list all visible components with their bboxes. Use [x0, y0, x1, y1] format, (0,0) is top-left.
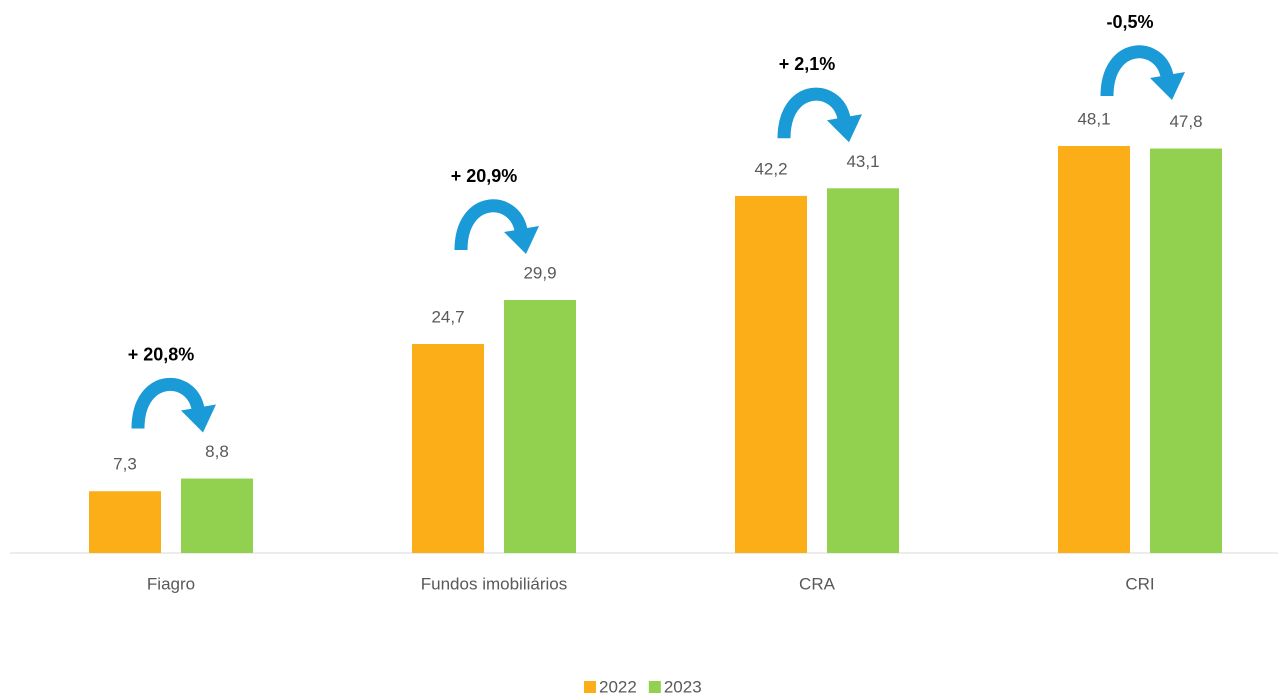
bar — [504, 300, 576, 553]
bar — [1058, 146, 1130, 553]
arrow-arc — [454, 199, 528, 251]
x-tick-label: Fundos imobiliários — [421, 574, 567, 593]
x-tick-label: CRI — [1125, 574, 1154, 593]
arrow-head — [1150, 72, 1185, 100]
data-label: 43,1 — [846, 152, 879, 171]
annotation: + 20,9% — [451, 166, 518, 186]
legend-label: 2023 — [664, 677, 702, 696]
data-label: 8,8 — [205, 442, 229, 461]
annotation: -0,5% — [1106, 12, 1153, 32]
arrow-arc — [777, 87, 851, 139]
bar — [89, 491, 161, 553]
x-tick-label: Fiagro — [147, 574, 195, 593]
x-tick-label: CRA — [799, 574, 836, 593]
bar — [181, 478, 253, 553]
data-label: 29,9 — [523, 263, 556, 282]
data-label: 42,2 — [754, 159, 787, 178]
arrow-head — [504, 226, 539, 254]
arrow-head — [181, 404, 216, 433]
arrow-head — [827, 114, 862, 143]
data-label: 24,7 — [431, 307, 464, 326]
bar — [1150, 148, 1222, 554]
legend-swatch — [648, 681, 661, 693]
bar — [735, 195, 807, 553]
legend-label: 2022 — [599, 677, 637, 696]
data-label: 7,3 — [113, 455, 137, 474]
bar — [827, 188, 899, 554]
data-label: 48,1 — [1077, 109, 1110, 128]
bar — [412, 344, 484, 553]
annotation: + 20,8% — [128, 344, 195, 364]
arrow-arc — [1100, 45, 1174, 97]
legend-swatch — [584, 681, 596, 693]
data-label: 47,8 — [1169, 112, 1202, 131]
arrow-arc — [131, 377, 205, 429]
annotation: + 2,1% — [779, 54, 836, 74]
